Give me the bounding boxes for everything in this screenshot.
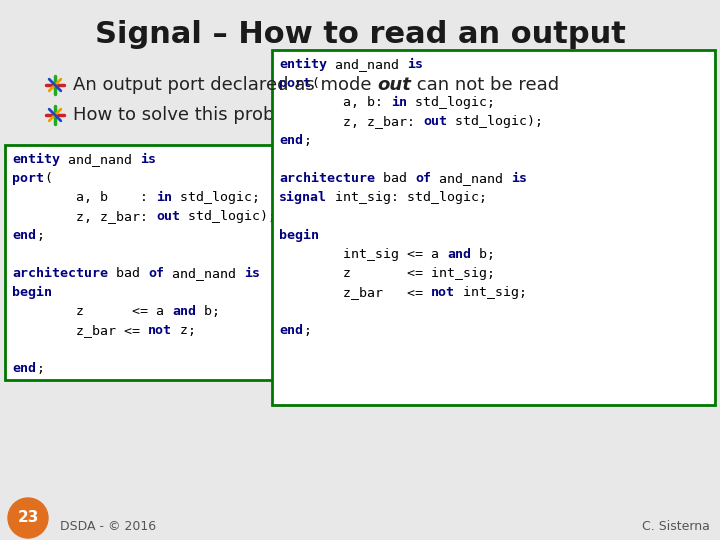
Text: and_nand: and_nand	[60, 153, 140, 166]
Text: can not be read: can not be read	[411, 76, 559, 94]
Text: begin: begin	[279, 229, 319, 242]
Text: not: not	[148, 324, 172, 337]
Text: How to solve this problem?: How to solve this problem?	[73, 106, 318, 124]
Text: is: is	[407, 58, 423, 71]
Text: (: (	[311, 77, 319, 90]
Text: z_bar   <=: z_bar <=	[279, 286, 431, 299]
Text: int_sig: std_logic;: int_sig: std_logic;	[327, 191, 487, 204]
Text: architecture: architecture	[279, 172, 375, 185]
Text: Signal – How to read an output: Signal – How to read an output	[94, 20, 626, 49]
Text: in: in	[391, 96, 407, 109]
Text: b;: b;	[471, 248, 495, 261]
Text: (: (	[44, 172, 52, 185]
Text: b;: b;	[196, 305, 220, 318]
Text: z, z_bar:: z, z_bar:	[279, 115, 423, 128]
Text: std_logic;: std_logic;	[172, 191, 260, 204]
Text: a, b    :: a, b :	[12, 191, 156, 204]
Text: 23: 23	[17, 510, 39, 525]
Text: DSDA - © 2016: DSDA - © 2016	[60, 519, 156, 532]
Text: out: out	[377, 76, 411, 94]
Text: and_nand: and_nand	[164, 267, 244, 280]
Text: end: end	[279, 134, 303, 147]
Text: bad: bad	[375, 172, 415, 185]
Text: ;: ;	[36, 362, 44, 375]
Text: of: of	[148, 267, 164, 280]
Text: architecture: architecture	[12, 267, 108, 280]
Text: port: port	[12, 172, 44, 185]
Text: not: not	[431, 286, 455, 299]
Text: and_nand: and_nand	[327, 58, 407, 71]
Text: bad: bad	[108, 267, 148, 280]
Text: out: out	[423, 115, 447, 128]
Text: C. Sisterna: C. Sisterna	[642, 519, 710, 532]
Text: of: of	[415, 172, 431, 185]
Text: ;: ;	[303, 324, 311, 337]
Text: begin: begin	[12, 286, 52, 299]
Text: z_bar <=: z_bar <=	[12, 324, 148, 337]
Text: is: is	[244, 267, 260, 280]
Text: port: port	[279, 77, 311, 90]
FancyBboxPatch shape	[272, 50, 715, 405]
Text: ;: ;	[36, 229, 44, 242]
Text: z, z_bar:: z, z_bar:	[12, 210, 156, 223]
Text: and: and	[172, 305, 196, 318]
Text: std_logic);: std_logic);	[180, 210, 276, 223]
Text: ;: ;	[303, 134, 311, 147]
Text: std_logic);: std_logic);	[447, 115, 543, 128]
Text: z;: z;	[172, 324, 196, 337]
Text: out: out	[156, 210, 180, 223]
Text: entity: entity	[279, 58, 327, 71]
Text: end: end	[12, 229, 36, 242]
Text: entity: entity	[12, 153, 60, 166]
Text: is: is	[511, 172, 527, 185]
Text: end: end	[12, 362, 36, 375]
Text: in: in	[156, 191, 172, 204]
Text: int_sig;: int_sig;	[455, 286, 527, 299]
Text: int_sig <= a: int_sig <= a	[279, 248, 447, 261]
Text: z       <= int_sig;: z <= int_sig;	[279, 267, 495, 280]
Text: z      <= a: z <= a	[12, 305, 172, 318]
Text: std_logic;: std_logic;	[407, 96, 495, 109]
Circle shape	[8, 498, 48, 538]
Text: and_nand: and_nand	[431, 172, 511, 185]
Text: is: is	[140, 153, 156, 166]
Text: An output port declared as mode: An output port declared as mode	[73, 76, 377, 94]
Text: signal: signal	[279, 191, 327, 204]
FancyBboxPatch shape	[5, 145, 360, 380]
Text: a, b:: a, b:	[279, 96, 391, 109]
Text: and: and	[447, 248, 471, 261]
Text: end: end	[279, 324, 303, 337]
